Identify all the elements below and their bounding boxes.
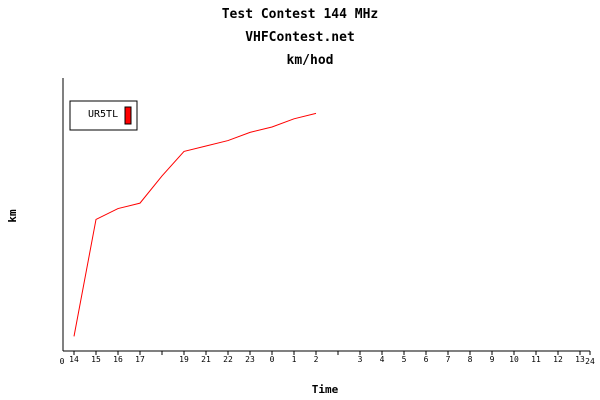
- x-tick-label: 5: [402, 355, 407, 364]
- x-tick-label: 17: [135, 355, 145, 364]
- x-tick-label: 21: [201, 355, 211, 364]
- x-tick-label: 6: [424, 355, 429, 364]
- x-tick-label: 23: [245, 355, 255, 364]
- x-tick-label: 0: [60, 357, 65, 366]
- x-axis-label: Time: [312, 383, 339, 396]
- x-tick-label: 10: [509, 355, 519, 364]
- legend-swatch: [124, 106, 132, 125]
- x-tick-label: 14: [69, 355, 79, 364]
- x-tick-label: 1: [292, 355, 297, 364]
- unit-title: km/hod: [287, 53, 334, 68]
- x-tick-label: 0: [270, 355, 275, 364]
- x-tick-label: 9: [490, 355, 495, 364]
- x-tick-label: 3: [358, 355, 363, 364]
- data-line: [73, 112, 317, 337]
- x-tick-label: 4: [380, 355, 385, 364]
- x-tick-label: 8: [468, 355, 473, 364]
- y-axis-label: km: [6, 209, 19, 223]
- x-tick-label: 13: [575, 355, 585, 364]
- x-tick-label: 7: [446, 355, 451, 364]
- x-tick-label: 22: [223, 355, 233, 364]
- x-tick-label: 24: [585, 357, 595, 366]
- x-tick-label: 15: [91, 355, 101, 364]
- chart-title: Test Contest 144 MHz: [222, 7, 379, 22]
- x-tick-label: 16: [113, 355, 123, 364]
- x-tick-label: 19: [179, 355, 189, 364]
- legend-label: UR5TL: [88, 109, 118, 120]
- x-tick-label: 11: [531, 355, 541, 364]
- x-tick-label: 12: [553, 355, 563, 364]
- chart-subtitle: VHFContest.net: [245, 30, 355, 45]
- x-tick-label: 2: [314, 355, 319, 364]
